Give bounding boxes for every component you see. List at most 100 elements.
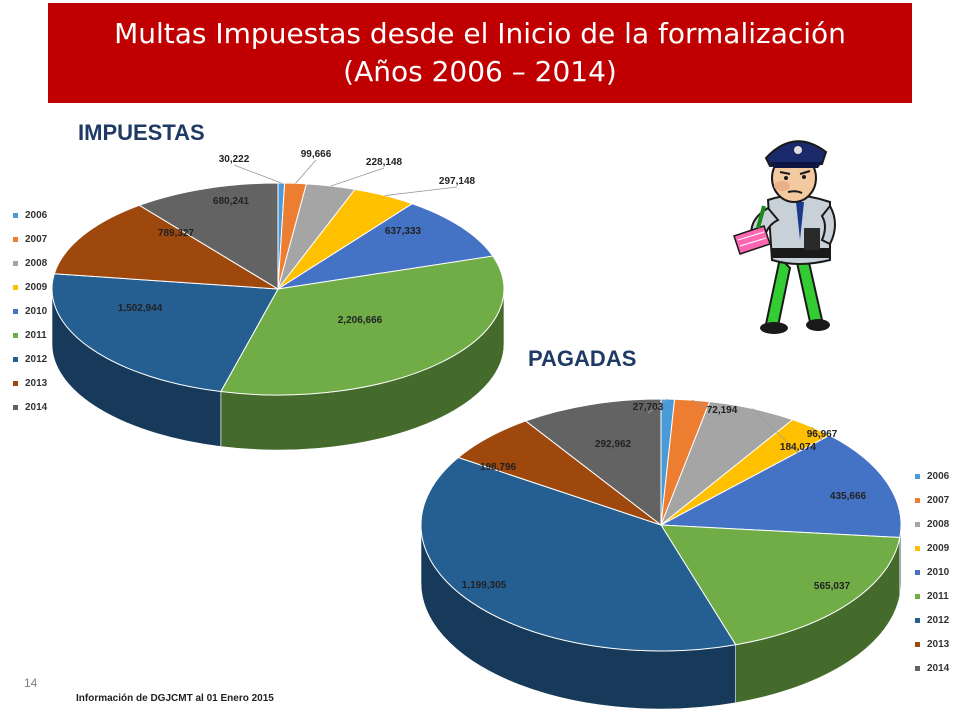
source-note: Información de DGJCMT al 01 Enero 2015: [76, 693, 274, 704]
data-label-2010: 637,333: [385, 226, 422, 237]
legend-swatch: [915, 617, 920, 623]
legend-item-2012: 2012: [13, 347, 47, 371]
legend-swatch: [13, 332, 18, 338]
leader-line-2009: [811, 426, 823, 441]
legend-label: 2010: [927, 566, 950, 578]
traffic-officer-illustration: [733, 140, 836, 334]
data-label-2010: 435,666: [830, 491, 867, 502]
legend-pagadas: 2006 2007 2008 2009 2010 2011 2012 2013 2014: [915, 464, 949, 680]
legend-item-2013: 2013: [13, 371, 47, 395]
legend-label: 2009: [927, 542, 950, 554]
legend-swatch: [13, 380, 18, 386]
slice-2014: [524, 398, 662, 527]
legend-swatch: [13, 308, 18, 314]
legend-swatch: [13, 236, 18, 242]
legend-label: 2009: [25, 281, 48, 293]
legend-item-2013: 2013: [915, 632, 949, 656]
legend-swatch: [13, 212, 18, 218]
leader-line-2008: [330, 167, 385, 187]
legend-swatch: [915, 473, 920, 479]
page-title-line-2: (Años 2006 – 2014): [343, 55, 617, 88]
legend-label: 2013: [927, 638, 950, 650]
legend-item-2007: 2007: [915, 488, 949, 512]
chart-title-impuestas: IMPUESTAS: [78, 120, 205, 145]
legend-swatch: [915, 569, 920, 575]
legend-swatch: [915, 521, 920, 527]
slice-2013: [53, 204, 279, 290]
pie-impuestas: 30,222 99,666 228,148 297,148 637,333 2,206,6…: [51, 149, 505, 451]
legend-swatch: [915, 665, 920, 671]
legend-label: 2007: [927, 494, 950, 506]
legend-label: 2013: [25, 377, 48, 389]
legend-label: 2014: [927, 662, 950, 674]
legend-item-2011: 2011: [915, 584, 949, 608]
page-title-line-1: Multas Impuestas desde el Inicio de la f…: [114, 17, 846, 50]
slice-2014: [138, 182, 279, 290]
leader-line-2006: [233, 164, 282, 184]
slice-2012: [51, 273, 279, 393]
legend-swatch: [13, 404, 18, 410]
legend-item-2009: 2009: [13, 275, 47, 299]
slice-2011: [220, 255, 505, 396]
data-label-2012: 1,502,944: [118, 303, 163, 314]
legend-item-2006: 2006: [13, 203, 47, 227]
legend-item-2008: 2008: [13, 251, 47, 275]
data-label-2007: 99,666: [301, 149, 332, 160]
legend-item-2008: 2008: [915, 512, 949, 536]
legend-item-2012: 2012: [915, 608, 949, 632]
legend-item-2011: 2011: [13, 323, 47, 347]
legend-label: 2006: [25, 209, 48, 221]
title-banner: Multas Impuestas desde el Inicio de la f…: [48, 3, 912, 103]
data-label-2008: 184,074: [780, 442, 817, 453]
data-label-2014: 292,962: [595, 439, 632, 450]
data-label-2013: 198,796: [480, 462, 517, 473]
data-label-2014: 680,241: [213, 196, 250, 207]
data-label-2009: 297,148: [439, 176, 476, 187]
legend-label: 2008: [927, 518, 950, 530]
legend-impuestas: 2006 2007 2008 2009 2010 2011 2012 2013 2014: [13, 203, 47, 419]
legend-swatch: [915, 497, 920, 503]
legend-swatch: [13, 356, 18, 362]
legend-item-2014: 2014: [915, 656, 949, 680]
legend-item-2010: 2010: [915, 560, 949, 584]
data-label-2013: 789,327: [158, 228, 195, 239]
slice-2010: [659, 434, 902, 538]
data-label-2012: 1,199,305: [462, 580, 507, 591]
legend-item-2014: 2014: [13, 395, 47, 419]
legend-swatch: [13, 260, 18, 266]
legend-label: 2008: [25, 257, 48, 269]
leader-line-2009: [384, 186, 458, 196]
data-label-2006: 27,703: [633, 402, 664, 413]
legend-label: 2007: [25, 233, 48, 245]
leader-line-2007: [295, 159, 317, 184]
legend-label: 2010: [25, 305, 48, 317]
data-label-2009: 96,967: [807, 429, 838, 440]
legend-swatch: [915, 641, 920, 647]
slice-2011: [660, 524, 901, 646]
leader-line-2008: [752, 408, 799, 454]
legend-label: 2011: [927, 590, 949, 602]
data-label-2007: 72,194: [707, 405, 738, 416]
legend-label: 2006: [927, 470, 950, 482]
legend-swatch: [915, 545, 920, 551]
legend-item-2006: 2006: [915, 464, 949, 488]
pie-pagadas: 27,703 72,194 184,074 96,967 435,666 565,037 1…: [420, 398, 902, 710]
legend-label: 2014: [25, 401, 48, 413]
leader-line-2007: [692, 399, 723, 417]
data-label-2006: 30,222: [219, 154, 250, 165]
legend-swatch: [915, 593, 920, 599]
leader-line-2006: [647, 398, 669, 414]
legend-item-2010: 2010: [13, 299, 47, 323]
legend-item-2007: 2007: [13, 227, 47, 251]
data-label-2008: 228,148: [366, 157, 403, 168]
slice-2012: [420, 456, 737, 652]
data-label-2011: 2,206,666: [338, 315, 383, 326]
page-number: 14: [24, 676, 38, 690]
data-label-2011: 565,037: [814, 581, 851, 592]
legend-item-2009: 2009: [915, 536, 949, 560]
slice-2010: [277, 203, 494, 290]
legend-label: 2011: [25, 329, 47, 341]
legend-label: 2012: [927, 614, 950, 626]
legend-swatch: [13, 284, 18, 290]
